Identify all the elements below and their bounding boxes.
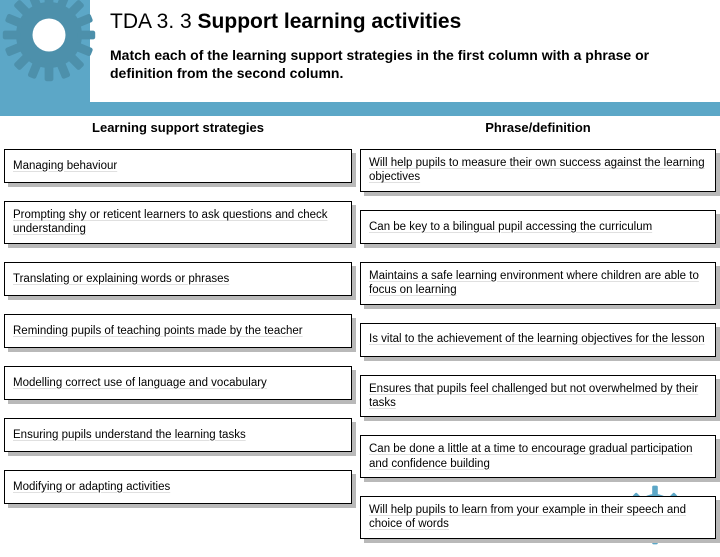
definition-card[interactable]: Maintains a safe learning environment wh…: [360, 262, 716, 305]
title-prefix: TDA 3. 3: [110, 10, 198, 33]
definition-card[interactable]: Can be done a little at a time to encour…: [360, 435, 716, 478]
strategy-card[interactable]: Modelling correct use of language and vo…: [4, 366, 352, 400]
definition-card[interactable]: Can be key to a bilingual pupil accessin…: [360, 210, 716, 244]
definition-card[interactable]: Ensures that pupils feel challenged but …: [360, 375, 716, 418]
strategy-card[interactable]: Managing behaviour: [4, 149, 352, 183]
strategy-card[interactable]: Modifying or adapting activities: [4, 470, 352, 504]
header-panel: TDA 3. 3 Support learning activities Mat…: [90, 0, 720, 102]
strategy-card[interactable]: Translating or explaining words or phras…: [4, 262, 352, 296]
left-column-header: Learning support strategies: [4, 120, 352, 135]
definition-card[interactable]: Will help pupils to measure their own su…: [360, 149, 716, 192]
strategy-card[interactable]: Reminding pupils of teaching points made…: [4, 314, 352, 348]
page-title: TDA 3. 3 Support learning activities: [110, 10, 706, 34]
definition-card[interactable]: Is vital to the achievement of the learn…: [360, 323, 716, 357]
right-column: Phrase/definition Will help pupils to me…: [360, 120, 716, 557]
strategy-card[interactable]: Ensuring pupils understand the learning …: [4, 418, 352, 452]
matching-columns: Learning support strategies Managing beh…: [0, 120, 720, 557]
left-column: Learning support strategies Managing beh…: [4, 120, 352, 557]
instructions-text: Match each of the learning support strat…: [110, 46, 706, 82]
gear-icon: [0, 0, 104, 90]
title-main: Support learning activities: [198, 10, 462, 33]
definition-card[interactable]: Will help pupils to learn from your exam…: [360, 496, 716, 539]
right-column-header: Phrase/definition: [360, 120, 716, 135]
strategy-card[interactable]: Prompting shy or reticent learners to as…: [4, 201, 352, 244]
